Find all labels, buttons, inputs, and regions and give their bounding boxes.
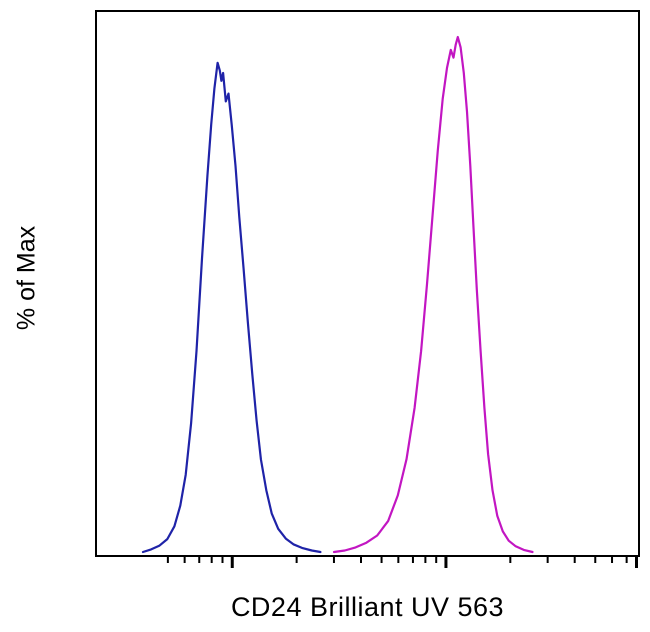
plot-area (95, 10, 640, 557)
y-axis-label: % of Max (12, 225, 41, 331)
histogram-curves (141, 35, 534, 554)
blue-curve (141, 61, 322, 554)
magenta-curve (332, 35, 534, 554)
x-axis-label: CD24 Brilliant UV 563 (230, 592, 505, 622)
x-axis-tick-marks (166, 557, 638, 568)
